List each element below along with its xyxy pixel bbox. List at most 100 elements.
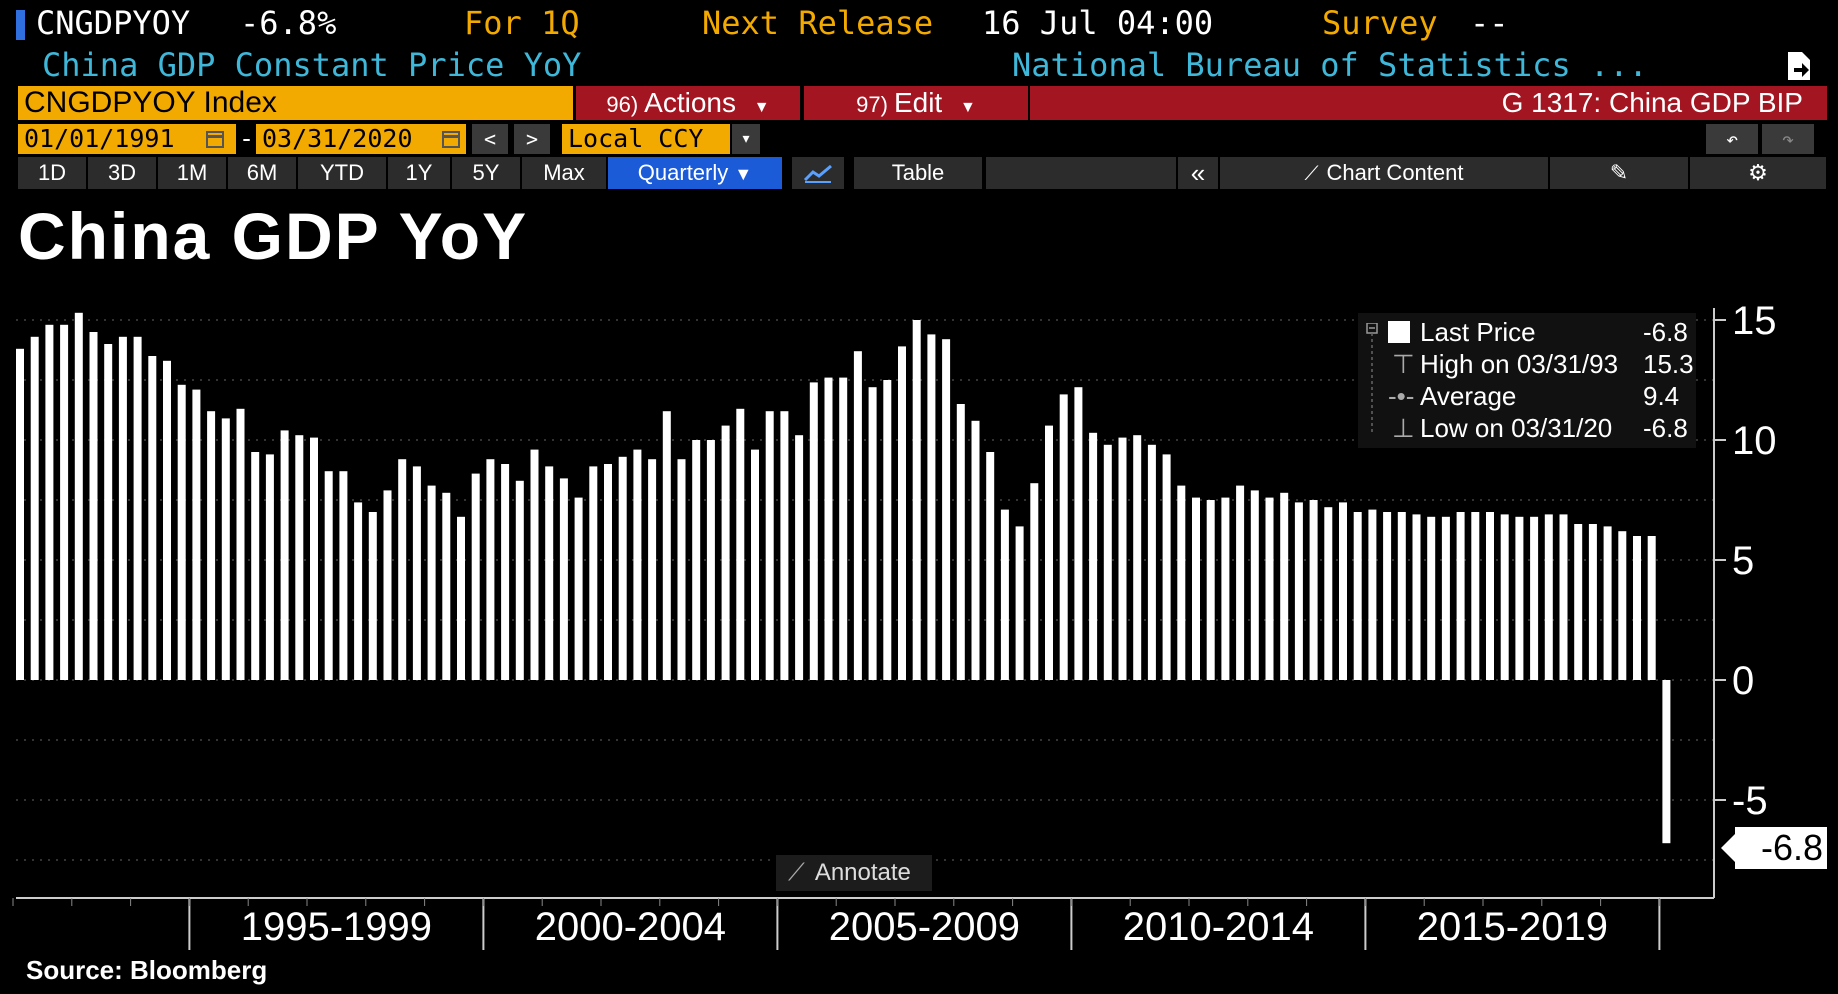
bar	[457, 516, 465, 680]
currency-dropdown-icon[interactable]: ▾	[732, 124, 760, 154]
bar	[986, 452, 995, 680]
bar	[30, 336, 39, 680]
annotate-button[interactable]: ⟋ Annotate	[776, 855, 932, 891]
bar	[956, 404, 965, 680]
bar	[280, 430, 289, 680]
security-field[interactable]: CNGDPYOY Index	[18, 86, 573, 120]
bar	[1221, 497, 1230, 680]
actions-button[interactable]: 96) Actions ▼	[576, 86, 800, 120]
bar	[706, 440, 715, 680]
toolbar-row: CNGDPYOY Index 96) Actions ▼ 97) Edit ▼ G …	[0, 86, 1838, 120]
low-marker-icon: ⊥	[1392, 413, 1415, 443]
bar	[1059, 394, 1068, 680]
bar	[1030, 483, 1039, 680]
calendar-icon[interactable]	[442, 131, 460, 148]
currency-select[interactable]: Local CCY	[562, 124, 730, 154]
tab-table[interactable]: Table	[854, 157, 982, 189]
bar	[501, 464, 510, 680]
tab-1m[interactable]: 1M	[158, 157, 226, 189]
tab-ytd[interactable]: YTD	[298, 157, 386, 189]
bar	[1412, 514, 1421, 680]
date-from-field[interactable]: 01/01/1991	[18, 124, 236, 154]
bar	[633, 449, 642, 680]
date-separator: -	[239, 124, 255, 153]
redo-icon[interactable]: ↷	[1762, 124, 1814, 154]
legend-value: -6.8	[1643, 413, 1688, 443]
high-marker-icon: ⊤	[1392, 349, 1415, 379]
bar	[486, 459, 495, 680]
bar	[545, 466, 554, 680]
edit-button[interactable]: 97) Edit ▼	[804, 86, 1028, 120]
chart-content-icon: ⟋	[1304, 163, 1319, 185]
tab-5y[interactable]: 5Y	[452, 157, 520, 189]
bar	[1618, 531, 1627, 680]
bar	[1559, 514, 1568, 680]
chart-id[interactable]: G 1317: China GDP BIP	[1030, 86, 1827, 120]
bar	[751, 449, 759, 680]
bar	[1162, 454, 1171, 680]
next-release-date: 16 Jul 04:00	[982, 4, 1214, 42]
bar	[912, 320, 921, 680]
legend-high: ⊤ High on 03/31/93 15.3	[1358, 349, 1696, 379]
undo-icon[interactable]: ↶	[1706, 124, 1758, 154]
bar	[427, 485, 436, 680]
bar	[16, 348, 24, 680]
tab-1d[interactable]: 1D	[18, 157, 86, 189]
tab-quarterly[interactable]: Quarterly ▼	[608, 157, 782, 189]
bar	[1353, 512, 1362, 680]
tab-6m[interactable]: 6M	[228, 157, 296, 189]
bar	[1294, 502, 1303, 680]
last-value-label: -6.8	[1721, 827, 1827, 869]
bar	[74, 312, 83, 680]
bar	[1089, 432, 1098, 680]
calendar-icon[interactable]	[206, 131, 224, 148]
bar	[1441, 516, 1450, 680]
chart-content-label: Chart Content	[1326, 160, 1464, 185]
legend-value: 9.4	[1643, 381, 1680, 411]
bar	[412, 466, 421, 680]
export-icon[interactable]	[1784, 50, 1814, 82]
bar	[824, 377, 833, 680]
x-group-label: 1995-1999	[241, 905, 432, 949]
legend-last-price[interactable]: Last Price -6.8	[1358, 317, 1696, 347]
bar	[1530, 516, 1539, 680]
bar	[1147, 444, 1156, 680]
header-row-1: CNGDPYOY -6.8% For 1Q Next Release 16 Ju…	[0, 0, 1838, 42]
bar	[1574, 524, 1583, 680]
bar	[1309, 500, 1318, 680]
source-org[interactable]: National Bureau of Statistics ...	[1012, 46, 1648, 84]
line-chart-icon[interactable]	[792, 157, 844, 189]
bar	[809, 382, 818, 680]
collapse-icon[interactable]: «	[1178, 157, 1218, 189]
bar	[618, 456, 627, 680]
legend-low: ⊥ Low on 03/31/20 -6.8	[1358, 413, 1696, 443]
survey-value: --	[1470, 4, 1509, 42]
bar	[1324, 507, 1333, 680]
bar	[1544, 514, 1553, 680]
prev-period-button[interactable]: <	[472, 124, 508, 154]
bar	[530, 449, 539, 680]
bar	[942, 339, 951, 680]
bar	[1368, 509, 1377, 680]
pencil-icon: ⟋	[788, 859, 805, 886]
bar	[1588, 524, 1597, 680]
chart-content-button[interactable]: ⟋ Chart Content	[1220, 157, 1548, 189]
bar	[1486, 512, 1494, 680]
edit-chart-icon[interactable]: ✎	[1550, 157, 1688, 189]
tab-3d[interactable]: 3D	[88, 157, 156, 189]
tab-1y[interactable]: 1Y	[388, 157, 450, 189]
y-tick-label: 15	[1732, 299, 1777, 343]
gear-icon[interactable]: ⚙	[1690, 157, 1826, 189]
ticker-symbol[interactable]: CNGDPYOY	[36, 4, 191, 42]
bar	[177, 384, 186, 680]
bar	[795, 435, 804, 680]
next-period-button[interactable]: >	[514, 124, 550, 154]
bar	[148, 356, 157, 680]
chart-title: China GDP YoY	[18, 199, 529, 273]
bar	[1633, 536, 1641, 680]
date-to-field[interactable]: 03/31/2020	[256, 124, 466, 154]
tab-max[interactable]: Max	[522, 157, 606, 189]
bar	[192, 389, 201, 680]
bar	[853, 351, 862, 680]
bar	[104, 344, 113, 680]
